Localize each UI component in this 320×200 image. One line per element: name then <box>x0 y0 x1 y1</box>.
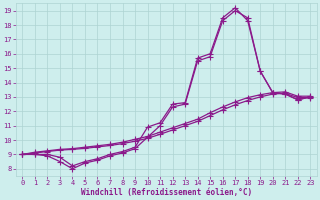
X-axis label: Windchill (Refroidissement éolien,°C): Windchill (Refroidissement éolien,°C) <box>81 188 252 197</box>
